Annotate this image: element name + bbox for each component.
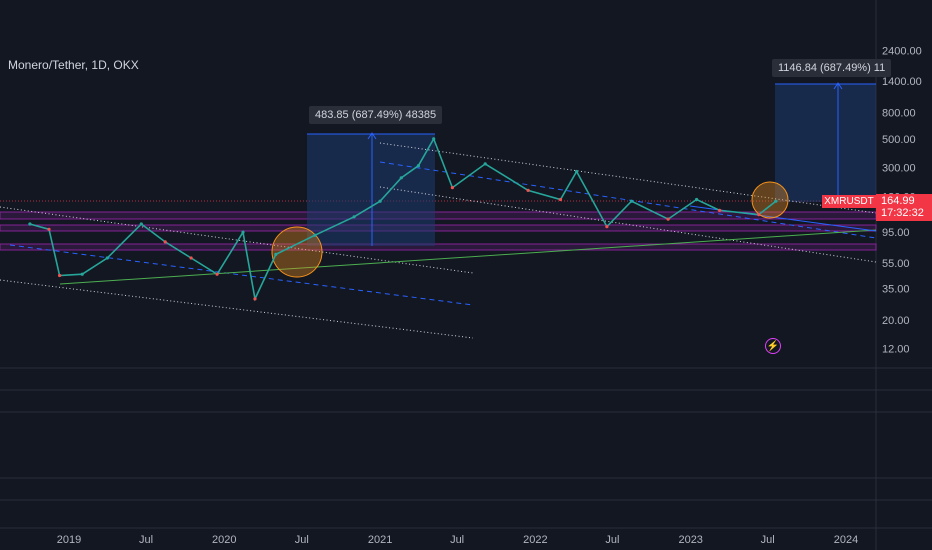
time-axis-tick: 2022 xyxy=(523,534,547,546)
time-axis-tick: 2020 xyxy=(212,534,236,546)
price-point xyxy=(352,215,356,219)
time-axis-tick: Jul xyxy=(295,534,309,546)
price-axis-tick: 800.00 xyxy=(882,108,916,120)
channel-upper-1 xyxy=(0,206,474,274)
lightning-icon[interactable]: ⚡ xyxy=(765,338,781,354)
support-zone-1 xyxy=(0,224,877,232)
price-point xyxy=(695,197,699,202)
price-point xyxy=(605,225,609,229)
price-point xyxy=(58,273,62,278)
measure-box-right xyxy=(775,84,876,202)
price-axis-tick: 1400.00 xyxy=(882,76,922,88)
price-point xyxy=(416,164,420,168)
measure-box-left xyxy=(307,134,435,246)
price-point xyxy=(483,162,487,166)
price-point xyxy=(575,169,579,174)
price-point xyxy=(215,272,219,276)
time-axis-tick: Jul xyxy=(450,534,464,546)
price-point xyxy=(274,252,278,256)
time-axis-tick: 2023 xyxy=(678,534,702,546)
bar-countdown: 17:32:32 xyxy=(881,207,924,219)
price-axis-tick: 2400.00 xyxy=(882,46,922,58)
time-axis-tick: Jul xyxy=(605,534,619,546)
price-point xyxy=(666,217,670,221)
channel-mid-1 xyxy=(9,244,474,306)
price-axis-tick: 300.00 xyxy=(882,163,916,175)
price-point xyxy=(757,213,761,217)
symbol-price-tag: XMRUSDT xyxy=(822,195,876,208)
symbol-interval: 1D xyxy=(91,58,107,72)
time-axis-tick: 2019 xyxy=(57,534,81,546)
price-point xyxy=(105,256,109,260)
price-point xyxy=(163,240,167,244)
price-point xyxy=(47,227,51,231)
price-point xyxy=(378,199,382,203)
price-point xyxy=(526,188,530,192)
price-axis-tick: 35.00 xyxy=(882,283,910,295)
price-point xyxy=(450,186,454,190)
measure-label-left: 483.85 (687.49%) 48385 xyxy=(309,106,443,124)
price-point xyxy=(558,197,563,202)
symbol-title: Monero/Tether, 1D, OKX xyxy=(8,58,139,72)
time-axis-tick: 2024 xyxy=(834,534,858,546)
symbol-exchange: OKX xyxy=(113,58,139,72)
measure-arrowhead-left xyxy=(367,132,377,140)
price-axis-tick: 20.00 xyxy=(882,315,910,327)
price-point xyxy=(432,137,436,141)
price-point xyxy=(718,208,722,212)
price-point xyxy=(28,222,32,226)
price-axis-tick: 12.00 xyxy=(882,344,910,356)
last-price: 164.99 xyxy=(881,195,915,207)
channel-mid-2 xyxy=(379,161,877,239)
symbol-name: Monero/Tether xyxy=(8,58,85,72)
price-line xyxy=(29,137,777,302)
highlight-circle-left xyxy=(271,226,323,278)
price-point xyxy=(774,199,778,203)
time-axis-tick: Jul xyxy=(139,534,153,546)
last-price-box: 164.99 17:32:32 xyxy=(876,194,932,221)
price-point xyxy=(313,233,317,237)
channel-lower-1 xyxy=(0,279,474,339)
price-point xyxy=(253,297,257,301)
price-axis-tick: 55.00 xyxy=(882,258,910,270)
price-point xyxy=(80,272,84,276)
price-axis-tick: 500.00 xyxy=(882,134,916,146)
measure-arrowhead-right xyxy=(833,82,843,90)
support-zone-2 xyxy=(0,243,877,251)
price-axis-tick: 95.00 xyxy=(882,227,910,239)
highlight-circle-right xyxy=(751,181,789,219)
time-axis-tick: 2021 xyxy=(368,534,392,546)
measure-label-right: 1146.84 (687.49%) 11 xyxy=(772,59,892,77)
price-point xyxy=(189,256,193,260)
price-point xyxy=(399,176,403,180)
support-trendline xyxy=(59,229,877,285)
price-point xyxy=(241,230,245,234)
price-point xyxy=(139,222,143,226)
time-axis-tick: Jul xyxy=(761,534,775,546)
channel-upper-2 xyxy=(379,142,877,214)
price-point xyxy=(629,199,634,203)
